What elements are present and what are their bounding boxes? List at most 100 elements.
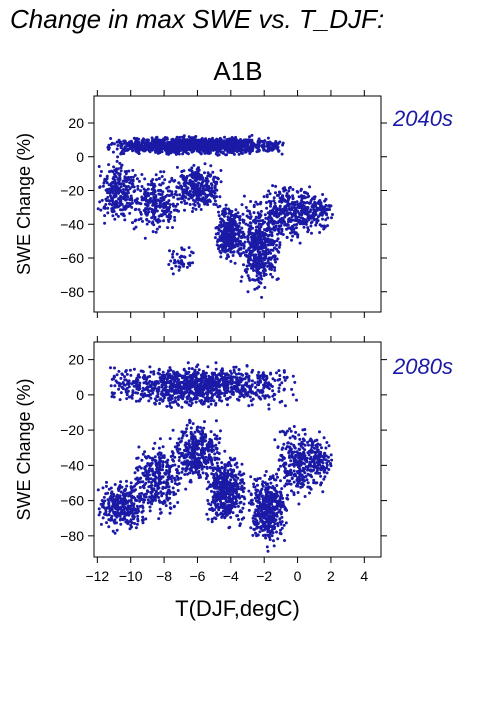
data-point — [168, 388, 172, 392]
data-point — [125, 382, 129, 386]
data-point — [145, 199, 148, 203]
data-point — [191, 261, 195, 265]
data-point — [119, 182, 123, 186]
data-point — [162, 378, 165, 382]
data-point — [242, 194, 246, 198]
data-point — [260, 295, 264, 299]
data-point — [213, 191, 217, 195]
data-point — [246, 290, 250, 294]
data-point — [315, 221, 319, 225]
data-point — [135, 137, 139, 140]
data-point — [317, 199, 321, 203]
data-point — [141, 515, 145, 519]
data-point — [155, 178, 158, 182]
data-point — [267, 407, 271, 411]
data-point — [131, 182, 135, 186]
data-point — [246, 237, 250, 241]
data-point — [308, 201, 312, 205]
data-point — [123, 375, 127, 379]
data-point — [318, 213, 322, 217]
data-point — [269, 141, 273, 145]
data-point — [271, 241, 275, 245]
data-point — [256, 373, 260, 377]
data-point — [120, 163, 124, 167]
data-point — [104, 484, 108, 488]
data-point — [265, 195, 269, 199]
data-point — [204, 149, 208, 153]
data-point — [207, 137, 211, 141]
data-point — [295, 200, 299, 204]
data-point — [262, 386, 266, 390]
data-point — [226, 235, 230, 239]
data-point — [228, 395, 232, 399]
data-point — [269, 272, 273, 276]
data-point — [178, 141, 182, 144]
data-point — [119, 166, 123, 170]
data-points-2040s — [96, 133, 334, 299]
data-point — [172, 376, 176, 380]
data-point — [272, 225, 276, 229]
data-point — [279, 224, 283, 228]
data-point — [227, 228, 231, 232]
data-point — [163, 375, 167, 379]
data-point — [132, 185, 136, 189]
data-point — [257, 140, 260, 144]
data-point — [267, 387, 271, 391]
data-point — [144, 517, 148, 521]
data-point — [249, 399, 253, 403]
data-point — [124, 494, 128, 498]
data-point — [109, 384, 113, 388]
data-point — [139, 145, 143, 149]
data-point — [122, 139, 126, 143]
data-point — [234, 208, 238, 212]
data-point — [265, 144, 269, 148]
data-point — [171, 226, 174, 229]
data-point — [201, 394, 205, 398]
data-point — [131, 149, 135, 153]
data-point — [238, 215, 242, 218]
data-point — [290, 215, 294, 219]
data-point — [219, 220, 223, 224]
data-point — [273, 220, 277, 224]
data-point — [252, 254, 256, 258]
data-point — [274, 191, 277, 195]
data-point — [189, 180, 193, 184]
data-point — [128, 491, 132, 495]
data-point — [109, 194, 112, 198]
data-point — [113, 182, 117, 186]
data-point — [175, 185, 179, 189]
data-point — [117, 369, 121, 373]
data-point — [240, 145, 244, 149]
data-point — [127, 520, 131, 524]
data-point — [273, 266, 277, 270]
data-point — [220, 372, 224, 376]
data-point — [256, 256, 259, 260]
data-point — [305, 208, 309, 211]
data-point — [218, 380, 222, 383]
data-point — [186, 397, 190, 401]
data-point — [161, 445, 165, 449]
data-point — [260, 264, 264, 268]
data-point — [271, 275, 274, 279]
data-point — [156, 189, 160, 192]
data-point — [148, 393, 152, 397]
data-point — [112, 494, 116, 498]
data-point — [234, 143, 238, 147]
data-point — [165, 145, 169, 148]
data-point — [224, 239, 228, 243]
data-point — [230, 388, 234, 392]
data-point — [259, 274, 263, 278]
data-point — [203, 399, 207, 403]
data-point — [115, 147, 119, 151]
data-point — [255, 263, 258, 267]
data-point — [132, 502, 136, 506]
data-point — [176, 202, 179, 206]
data-point — [115, 528, 119, 532]
data-point — [291, 374, 295, 378]
data-point — [149, 370, 153, 374]
data-point — [264, 384, 268, 388]
data-point — [268, 209, 272, 213]
data-point — [277, 227, 281, 230]
data-point — [293, 231, 297, 235]
data-point — [235, 225, 239, 229]
